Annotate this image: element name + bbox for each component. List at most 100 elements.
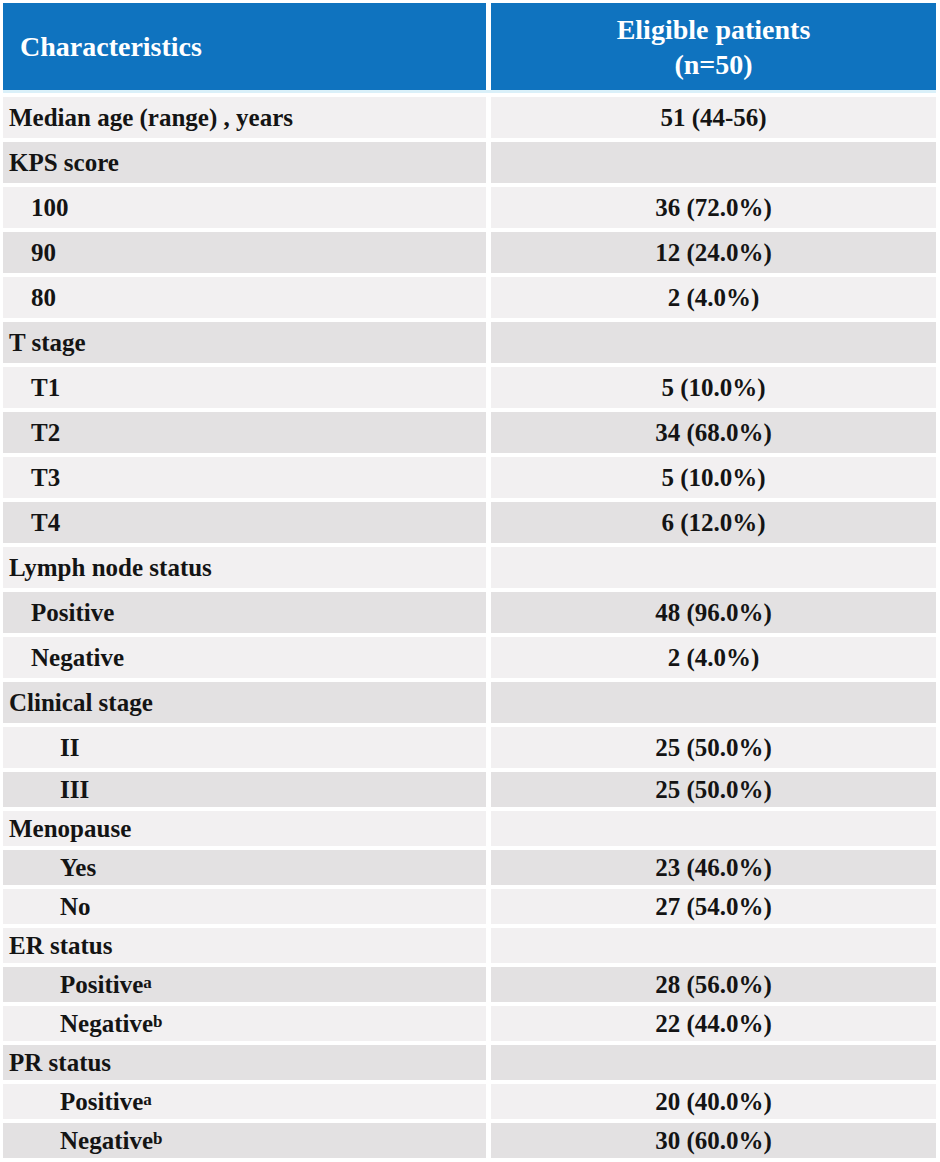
characteristic-cell: Negativeb: [3, 1006, 486, 1041]
characteristic-label: Negative: [60, 1010, 153, 1038]
header-eligible-patients-cell: Eligible patients (n=50): [491, 3, 936, 90]
characteristic-cell: Yes: [3, 850, 486, 885]
characteristic-label: 100: [31, 194, 69, 222]
characteristic-label: Lymph node status: [9, 554, 212, 582]
table-row: T4 6 (12.0%): [3, 502, 936, 543]
characteristic-label: Positive: [31, 599, 114, 627]
characteristic-cell: Positivea: [3, 967, 486, 1002]
table-row: Lymph node status: [3, 547, 936, 588]
table-row: Clinical stage: [3, 682, 936, 723]
header-characteristics-label: Characteristics: [20, 31, 202, 63]
characteristic-label: Menopause: [9, 815, 131, 843]
value-text: 6 (12.0%): [661, 509, 765, 537]
table-row: No 27 (54.0%): [3, 889, 936, 924]
characteristic-cell: 90: [3, 232, 486, 273]
table-row: T2 34 (68.0%): [3, 412, 936, 453]
value-cell: 20 (40.0%): [491, 1084, 936, 1119]
value-cell: 6 (12.0%): [491, 502, 936, 543]
characteristic-cell: Positive: [3, 592, 486, 633]
footnote-marker: b: [153, 1013, 162, 1030]
value-cell: [491, 547, 936, 588]
characteristic-cell: Menopause: [3, 811, 486, 846]
value-cell: 25 (50.0%): [491, 772, 936, 807]
table-row: Median age (range) , years 51 (44-56): [3, 97, 936, 138]
characteristic-label: T stage: [9, 329, 86, 357]
table-row: 100 36 (72.0%): [3, 187, 936, 228]
table-row: KPS score: [3, 142, 936, 183]
characteristic-cell: T3: [3, 457, 486, 498]
table-row: Negative 2 (4.0%): [3, 637, 936, 678]
value-cell: [491, 322, 936, 363]
value-text: 30 (60.0%): [655, 1127, 772, 1155]
characteristic-cell: T2: [3, 412, 486, 453]
characteristic-label: PR status: [9, 1049, 111, 1077]
table-row: Menopause: [3, 811, 936, 846]
characteristic-label: Positive: [60, 971, 143, 999]
value-cell: 5 (10.0%): [491, 457, 936, 498]
value-cell: 23 (46.0%): [491, 850, 936, 885]
characteristic-label: III: [60, 776, 89, 804]
characteristic-label: Yes: [60, 854, 96, 882]
patient-characteristics-table: Characteristics Eligible patients (n=50)…: [0, 0, 940, 1162]
value-cell: 5 (10.0%): [491, 367, 936, 408]
characteristic-cell: PR status: [3, 1045, 486, 1080]
characteristic-cell: Clinical stage: [3, 682, 486, 723]
value-text: 28 (56.0%): [655, 971, 772, 999]
header-sample-size-label: (n=50): [674, 47, 752, 82]
characteristic-label: Median age (range) , years: [9, 104, 293, 132]
value-cell: 36 (72.0%): [491, 187, 936, 228]
characteristic-label: ER status: [9, 932, 113, 960]
value-text: 22 (44.0%): [655, 1010, 772, 1038]
characteristic-cell: No: [3, 889, 486, 924]
value-text: 51 (44-56): [660, 104, 766, 132]
value-text: 36 (72.0%): [655, 194, 772, 222]
value-cell: 30 (60.0%): [491, 1123, 936, 1158]
footnote-marker: a: [143, 974, 152, 991]
table-row: T3 5 (10.0%): [3, 457, 936, 498]
table-row: PR status: [3, 1045, 936, 1080]
header-characteristics-cell: Characteristics: [3, 3, 486, 90]
characteristic-label: II: [60, 734, 79, 762]
characteristic-cell: 80: [3, 277, 486, 318]
value-cell: 34 (68.0%): [491, 412, 936, 453]
value-cell: [491, 811, 936, 846]
value-text: 20 (40.0%): [655, 1088, 772, 1116]
value-cell: 2 (4.0%): [491, 637, 936, 678]
characteristic-cell: 100: [3, 187, 486, 228]
value-text: 5 (10.0%): [661, 374, 765, 402]
header-divider: [3, 90, 936, 93]
value-cell: 25 (50.0%): [491, 727, 936, 768]
characteristic-label: 80: [31, 284, 56, 312]
value-cell: 51 (44-56): [491, 97, 936, 138]
table-row: 90 12 (24.0%): [3, 232, 936, 273]
value-text: 2 (4.0%): [668, 284, 760, 312]
table-row: II 25 (50.0%): [3, 727, 936, 768]
characteristic-label: T2: [31, 419, 60, 447]
characteristic-label: No: [60, 893, 91, 921]
characteristic-cell: Negative: [3, 637, 486, 678]
value-cell: 12 (24.0%): [491, 232, 936, 273]
value-cell: [491, 682, 936, 723]
characteristic-label: Clinical stage: [9, 689, 153, 717]
footnote-marker: b: [153, 1130, 162, 1147]
value-text: 23 (46.0%): [655, 854, 772, 882]
table-row: ER status: [3, 928, 936, 963]
value-text: 5 (10.0%): [661, 464, 765, 492]
value-text: 2 (4.0%): [668, 644, 760, 672]
characteristic-label: 90: [31, 239, 56, 267]
table-row: Positivea 28 (56.0%): [3, 967, 936, 1002]
value-cell: [491, 142, 936, 183]
value-cell: 22 (44.0%): [491, 1006, 936, 1041]
characteristic-label: Negative: [60, 1127, 153, 1155]
value-cell: 27 (54.0%): [491, 889, 936, 924]
characteristic-cell: T1: [3, 367, 486, 408]
characteristic-label: Positive: [60, 1088, 143, 1116]
value-cell: 48 (96.0%): [491, 592, 936, 633]
characteristic-cell: Positivea: [3, 1084, 486, 1119]
characteristic-label: Negative: [31, 644, 124, 672]
value-cell: [491, 1045, 936, 1080]
value-cell: 2 (4.0%): [491, 277, 936, 318]
table-row: Negativeb 22 (44.0%): [3, 1006, 936, 1041]
characteristic-cell: T4: [3, 502, 486, 543]
value-text: 27 (54.0%): [655, 893, 772, 921]
